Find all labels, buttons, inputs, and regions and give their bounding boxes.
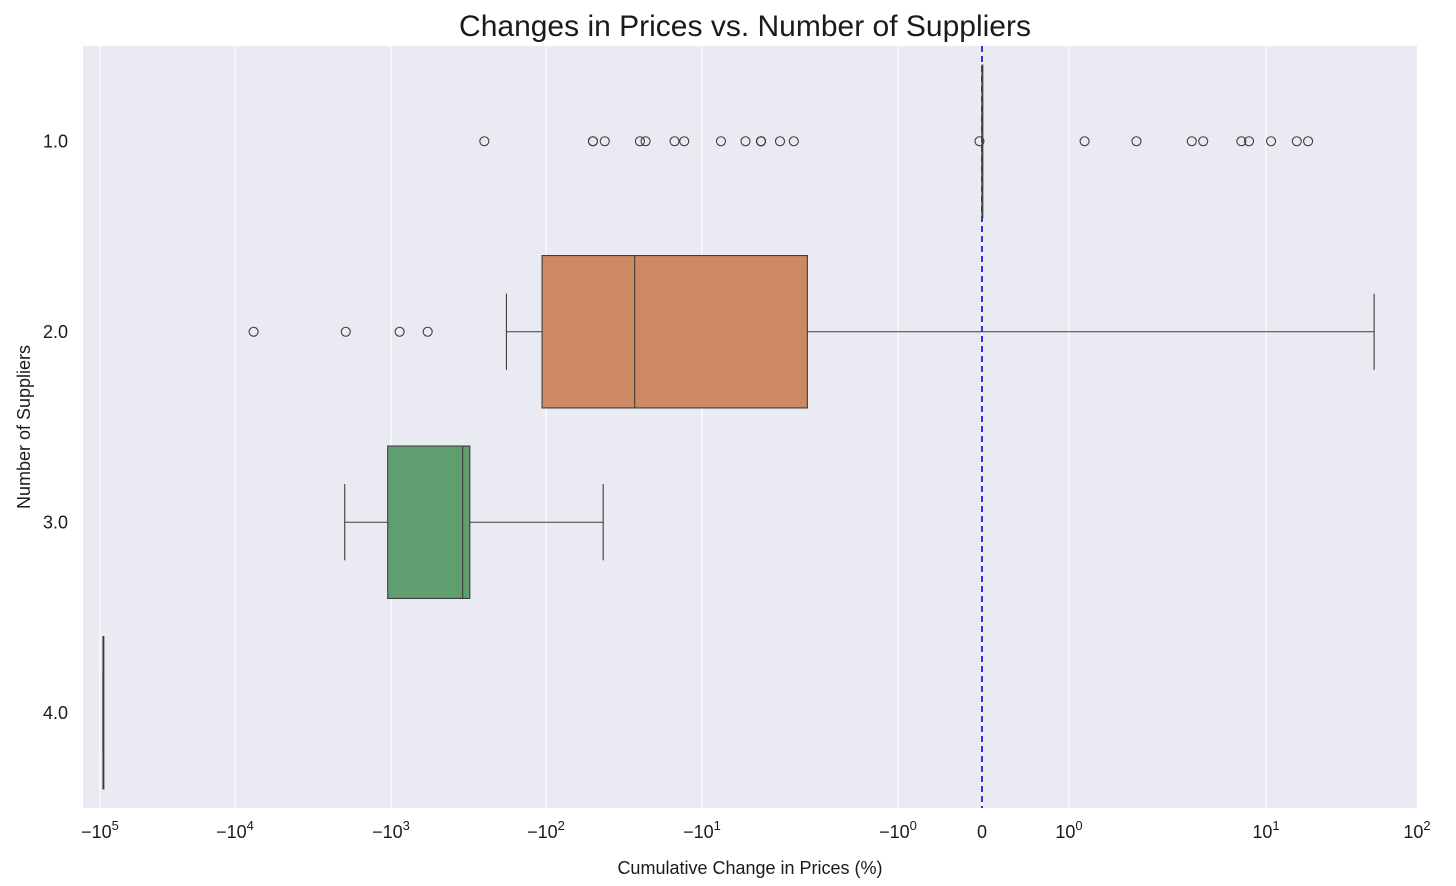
box-group-3-0 xyxy=(344,445,604,599)
outlier-point xyxy=(774,136,786,147)
outlier-point xyxy=(1131,136,1142,147)
x-tick-label: −100 xyxy=(879,818,917,842)
box-group-4-0 xyxy=(102,635,105,790)
outlier-point xyxy=(679,136,690,147)
x-axis-label: Cumulative Change in Prices (%) xyxy=(617,858,882,878)
x-tick-label: −103 xyxy=(372,818,410,842)
x-tick-label: 101 xyxy=(1252,818,1279,842)
outlier-point xyxy=(587,136,599,147)
x-tick-label: −104 xyxy=(216,818,254,842)
outlier-point xyxy=(740,136,751,147)
box-group-2-0 xyxy=(248,255,1375,409)
outlier-point xyxy=(640,136,651,147)
outlier-point xyxy=(1079,136,1090,147)
box-series xyxy=(102,64,1375,790)
outlier-point xyxy=(1243,136,1255,147)
x-tick-labels: −105 −104 −103 −102 −101 −100 0 100 101 102 xyxy=(81,818,1431,842)
box-iqr xyxy=(541,255,808,409)
outlier-point xyxy=(1186,136,1197,147)
y-tick-label: 2.0 xyxy=(43,322,68,342)
chart-title: Changes in Prices vs. Number of Supplier… xyxy=(459,10,1031,43)
outlier-point xyxy=(340,326,351,337)
x-tick-label: −105 xyxy=(81,818,119,842)
outlier-point xyxy=(1198,136,1209,147)
outlier-point xyxy=(788,136,799,147)
x-tick-label: 102 xyxy=(1403,818,1430,842)
outlier-point xyxy=(248,326,259,337)
outlier-point xyxy=(974,136,985,147)
outlier-point xyxy=(394,326,405,337)
outlier-point xyxy=(1236,136,1247,147)
outlier-point xyxy=(599,136,610,147)
outlier-point xyxy=(715,136,727,147)
outlier-point xyxy=(1265,136,1277,147)
y-tick-label: 1.0 xyxy=(43,131,68,151)
box-iqr xyxy=(387,445,471,599)
y-tick-labels: 1.0 2.0 3.0 4.0 xyxy=(43,131,68,723)
plot-area-background xyxy=(83,46,1417,808)
outlier-point xyxy=(422,326,433,337)
outlier-point xyxy=(634,136,645,147)
y-tick-label: 4.0 xyxy=(43,703,68,723)
outlier-point xyxy=(669,136,680,147)
outlier-point xyxy=(479,136,490,147)
x-tick-label: −102 xyxy=(527,818,565,842)
y-tick-label: 3.0 xyxy=(43,512,68,532)
outlier-point xyxy=(1291,136,1302,147)
box-group-1-0 xyxy=(479,64,1314,218)
x-tick-label: 100 xyxy=(1055,818,1082,842)
outlier-point xyxy=(755,136,767,147)
x-tick-label: −101 xyxy=(683,818,721,842)
x-tick-label: 0 xyxy=(977,822,987,842)
y-axis-label: Number of Suppliers xyxy=(14,345,34,509)
outlier-point xyxy=(1303,136,1314,147)
